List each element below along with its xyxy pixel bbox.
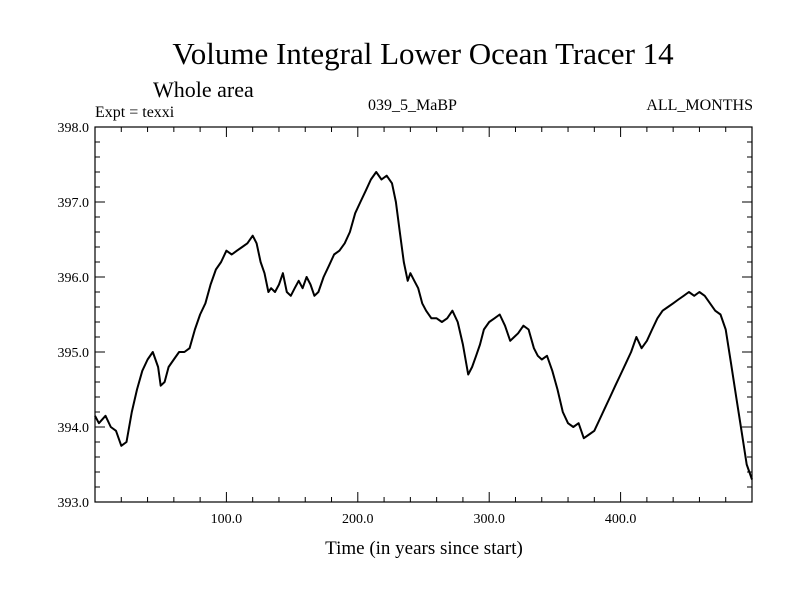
x-tick-label: 400.0 (605, 512, 637, 527)
x-tick-label: 300.0 (473, 512, 505, 527)
y-tick-label: 396.0 (58, 271, 90, 286)
y-tick-label: 393.0 (58, 496, 90, 511)
series-line (94, 171, 753, 480)
plot-frame (94, 126, 753, 503)
chart-subtitle: Whole area (153, 77, 254, 102)
axis-ticks (95, 127, 752, 502)
x-tick-label: 100.0 (211, 512, 243, 527)
chart-title: Volume Integral Lower Ocean Tracer 14 (172, 36, 674, 71)
period-label: 039_5_MaBP (368, 97, 457, 114)
y-tick-label: 394.0 (58, 421, 90, 436)
y-tick-label: 398.0 (58, 121, 90, 136)
x-axis-label: Time (in years since start) (325, 538, 523, 559)
axis-tick-labels: 100.0 200.0 300.0 400.0 393.0 394.0 395.0 396.0… (58, 121, 637, 527)
experiment-label: Expt = texxi (95, 104, 175, 121)
months-label: ALL_MONTHS (646, 97, 753, 114)
y-tick-label: 395.0 (58, 346, 90, 361)
y-tick-label: 397.0 (58, 196, 90, 211)
x-tick-label: 200.0 (342, 512, 374, 527)
